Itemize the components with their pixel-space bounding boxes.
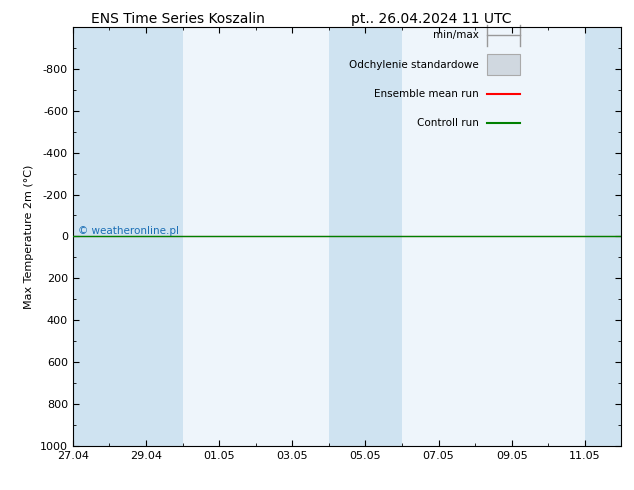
Text: © weatheronline.pl: © weatheronline.pl [79,226,179,237]
Text: pt.. 26.04.2024 11 UTC: pt.. 26.04.2024 11 UTC [351,12,512,26]
FancyBboxPatch shape [487,54,520,75]
Bar [329,27,365,446]
Point [99,234,107,240]
Text: Ensemble mean run: Ensemble mean run [374,89,479,99]
Text: ENS Time Series Koszalin: ENS Time Series Koszalin [91,12,264,26]
Point [99,234,107,240]
Y-axis label: Max Temperature 2m (°C): Max Temperature 2m (°C) [25,164,34,309]
Point [97,234,105,240]
Bar [585,27,621,446]
Text: Controll run: Controll run [417,118,479,128]
Point [97,234,105,240]
Text: Odchylenie standardowe: Odchylenie standardowe [349,60,479,70]
Bar [146,27,183,446]
Point [97,234,105,240]
Bar [73,27,110,446]
Point [97,234,105,240]
Text: min/max: min/max [433,30,479,40]
Bar [365,27,402,446]
Point [97,234,105,240]
Point [99,234,107,240]
Point [99,234,107,240]
Point [99,234,107,240]
Bar [110,27,146,446]
